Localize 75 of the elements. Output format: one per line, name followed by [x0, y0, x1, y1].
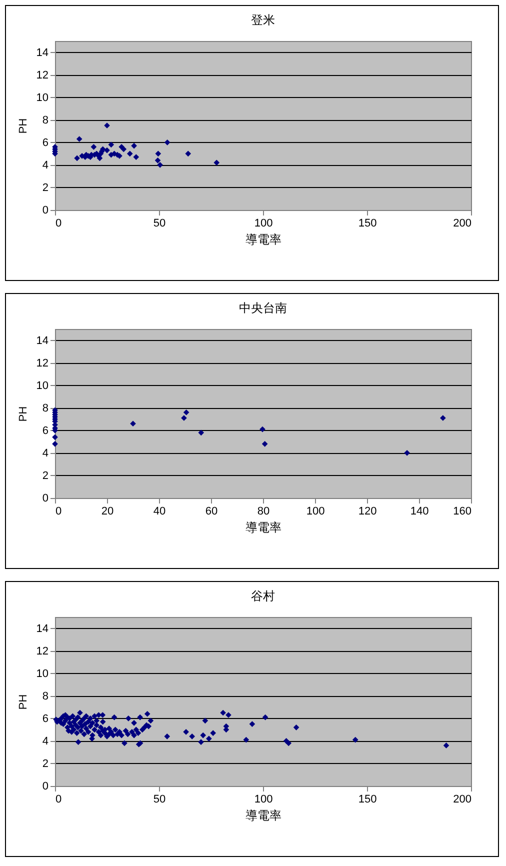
chart-title: 谷村	[251, 589, 275, 603]
y-axis-title: PH	[17, 406, 30, 422]
y-tick-label: 14	[36, 622, 48, 635]
chart-title: 中央台南	[239, 301, 287, 315]
y-tick-label: 2	[42, 182, 48, 194]
y-tick-label: 0	[42, 204, 48, 216]
point	[76, 136, 82, 142]
y-tick-label: 8	[42, 690, 48, 702]
y-tick-label: 6	[42, 424, 48, 437]
point	[198, 430, 204, 436]
point	[154, 158, 161, 164]
y-tick-label: 12	[36, 357, 48, 370]
x-tick-label: 100	[254, 218, 273, 230]
x-tick-label: 40	[153, 506, 166, 518]
y-axis-title: PH	[17, 694, 30, 710]
x-tick-label: 120	[358, 506, 377, 518]
y-tick-label: 0	[42, 780, 48, 792]
y-tick-label: 6	[42, 136, 48, 149]
point	[260, 426, 266, 432]
y-tick-label: 14	[36, 46, 48, 59]
x-tick-label: 150	[358, 218, 377, 230]
y-tick-label: 2	[42, 470, 48, 482]
x-tick-label: 20	[101, 506, 114, 518]
point	[185, 150, 192, 157]
point	[404, 450, 410, 456]
point	[90, 144, 97, 150]
x-tick-label: 100	[306, 506, 325, 518]
point	[108, 142, 114, 148]
point	[52, 434, 58, 440]
point	[164, 139, 170, 146]
y-tick-label: 12	[36, 69, 48, 82]
point	[126, 150, 133, 157]
y-tick-label: 10	[36, 92, 48, 104]
point	[131, 142, 137, 149]
point	[74, 155, 80, 162]
x-tick-label: 80	[257, 506, 270, 518]
x-tick-label: 160	[453, 506, 472, 518]
y-tick-label: 4	[42, 159, 48, 172]
x-tick-label: 60	[205, 506, 218, 518]
x-tick-label: 200	[453, 218, 472, 230]
point	[104, 147, 110, 154]
point	[120, 146, 127, 152]
y-tick-label: 4	[42, 735, 48, 748]
y-tick-label: 10	[36, 668, 48, 680]
point	[157, 162, 163, 168]
y-tick-label: 10	[36, 380, 48, 392]
point	[52, 441, 58, 447]
x-tick-label: 200	[453, 794, 472, 806]
point	[183, 409, 190, 416]
point	[130, 420, 136, 427]
y-tick-label: 8	[42, 402, 48, 414]
x-tick-label: 0	[56, 506, 62, 518]
chart-title: 登米	[251, 13, 275, 27]
x-tick-label: 100	[254, 794, 273, 806]
x-tick-label: 50	[153, 794, 166, 806]
x-tick-label: 150	[358, 794, 377, 806]
x-tick-label: 0	[56, 794, 62, 806]
x-axis-title: 導電率	[246, 520, 282, 534]
x-axis-title: 導電率	[246, 232, 282, 246]
point	[155, 150, 162, 157]
point	[133, 154, 140, 160]
y-tick-label: 14	[36, 334, 48, 347]
point	[214, 160, 220, 166]
y-tick-label: 4	[42, 447, 48, 460]
y-axis-title: PH	[17, 118, 30, 134]
y-tick-label: 6	[42, 712, 48, 725]
x-axis-title: 導電率	[246, 808, 282, 822]
x-tick-label: 50	[153, 218, 166, 230]
y-tick-label: 8	[42, 114, 48, 126]
x-tick-label: 140	[410, 506, 429, 518]
x-tick-label: 0	[56, 218, 62, 230]
y-tick-label: 0	[42, 492, 48, 504]
point	[262, 441, 268, 447]
y-tick-label: 12	[36, 645, 48, 658]
y-tick-label: 2	[42, 758, 48, 770]
